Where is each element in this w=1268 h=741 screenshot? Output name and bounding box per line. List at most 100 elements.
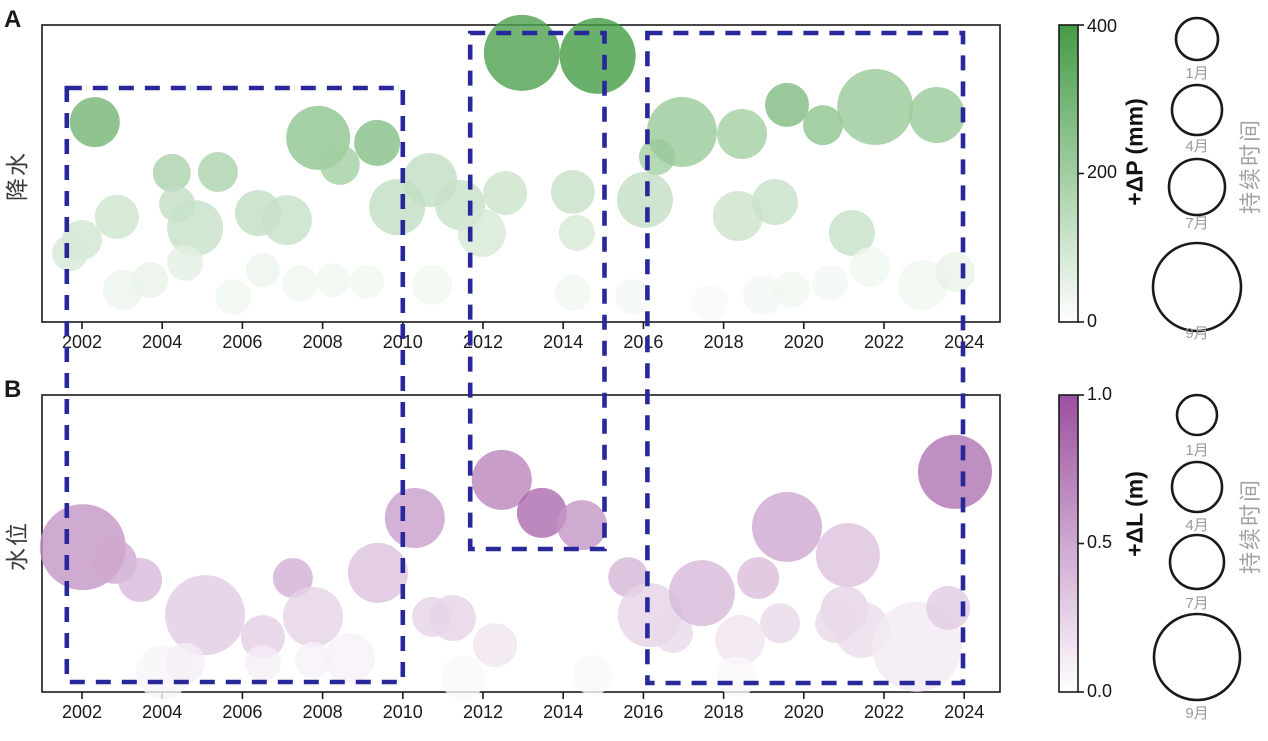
bubble — [557, 500, 607, 551]
bubble — [132, 262, 169, 299]
bubble — [272, 558, 313, 598]
bubble — [324, 633, 375, 684]
bubble — [167, 244, 204, 281]
bubble — [715, 615, 765, 665]
bubble — [350, 264, 385, 299]
bubble — [550, 169, 595, 214]
bubble — [559, 17, 636, 94]
bubble — [240, 615, 285, 660]
size-legend-circle — [1175, 393, 1219, 437]
x-tick-label: 2020 — [784, 702, 824, 722]
bubbles-A — [52, 14, 975, 321]
bubble — [716, 656, 757, 697]
highlight-box — [64, 85, 406, 685]
bubble — [244, 644, 281, 681]
bubble — [412, 264, 453, 305]
highlight-box — [645, 30, 966, 686]
size-legend-b-title: 持续时间 — [1238, 477, 1263, 575]
colorbar-b-tick-mid: 0.5 — [1087, 532, 1113, 552]
bubble — [384, 488, 445, 548]
bubble — [94, 194, 139, 239]
bubble — [811, 265, 848, 302]
x-tick-label: 2022 — [864, 702, 904, 722]
colorbar-a-label: +ΔP (mm) — [1121, 98, 1148, 206]
x-tick-label: 2022 — [864, 332, 904, 352]
bubble — [653, 612, 694, 653]
bubble — [282, 265, 319, 302]
size-legend-B — [1152, 393, 1242, 702]
x-tick-label: 2010 — [383, 332, 423, 352]
panel-b-ylabel: 水位 — [4, 521, 30, 571]
bubble — [742, 275, 783, 315]
bubble — [572, 655, 613, 696]
size-legend-circle — [1168, 533, 1226, 591]
bubble — [837, 69, 914, 145]
size-legend-circle — [1152, 612, 1242, 702]
bubble — [471, 449, 532, 510]
bubble — [165, 642, 206, 683]
bubble — [69, 97, 120, 148]
bubble — [215, 279, 252, 316]
panel-b-letter: B — [4, 376, 22, 403]
size-legend-circle — [1174, 16, 1220, 62]
bubble — [558, 214, 595, 251]
bubble — [765, 82, 809, 127]
x-tick-label: 2008 — [303, 332, 343, 352]
x-tick-label: 2004 — [142, 702, 182, 722]
colorbar-a-tick-min: 0 — [1087, 311, 1098, 331]
x-tick-label: 2016 — [623, 702, 663, 722]
bubble — [118, 558, 163, 602]
bubble — [319, 144, 360, 185]
bubble — [815, 603, 856, 644]
x-tick-label: 2024 — [944, 702, 984, 722]
bubble — [803, 105, 843, 146]
size-legend-b-month-4: 4月 — [1185, 517, 1209, 534]
bubble — [926, 585, 971, 630]
colorbar-B — [1058, 394, 1079, 693]
bubble — [354, 119, 401, 166]
size-legend-a-month-7: 7月 — [1185, 215, 1209, 232]
x-tick-label: 2006 — [222, 702, 262, 722]
bubble — [516, 487, 567, 538]
bubble — [752, 491, 822, 562]
colorbar-a-tick-mid: 200 — [1087, 162, 1118, 182]
x-tick-label: 2014 — [543, 702, 583, 722]
bubble — [52, 235, 88, 272]
x-tick-label: 2004 — [142, 332, 182, 352]
x-tick-label: 2006 — [222, 332, 262, 352]
bubble — [935, 252, 975, 293]
size-legend-a-title: 持续时间 — [1238, 117, 1263, 215]
bubble — [908, 87, 965, 143]
size-legend-b-month-9: 9月 — [1185, 705, 1209, 722]
panel-a-letter: A — [4, 6, 22, 33]
bubble — [429, 595, 476, 641]
bubble — [751, 179, 798, 225]
bubble — [615, 279, 651, 316]
bubble — [197, 152, 238, 192]
x-tick-label: 2020 — [784, 332, 824, 352]
bubble — [760, 603, 801, 644]
bubble — [245, 253, 280, 287]
bubble — [668, 560, 735, 627]
bubble — [737, 557, 780, 599]
bubble — [483, 14, 560, 91]
size-legend-A — [1151, 16, 1243, 333]
bubble — [554, 274, 591, 311]
bubble — [850, 247, 890, 288]
size-legend-circle — [1167, 157, 1227, 217]
x-axis-B: 2002 2004 2006 2008 2010 2012 2014 2016 2018 2020… — [62, 692, 984, 722]
x-tick-label: 2010 — [383, 702, 423, 722]
bubble — [646, 96, 717, 167]
size-legend-a-month-4: 4月 — [1185, 138, 1209, 155]
x-tick-label: 2002 — [62, 332, 102, 352]
bubble — [483, 171, 528, 216]
bubble — [440, 656, 485, 700]
size-legend-a-month-1: 1月 — [1185, 65, 1209, 82]
bubble — [617, 171, 673, 228]
highlight-box — [467, 30, 607, 552]
x-tick-label: 2002 — [62, 702, 102, 722]
bubble — [165, 575, 246, 656]
bubbles-B — [39, 434, 992, 700]
